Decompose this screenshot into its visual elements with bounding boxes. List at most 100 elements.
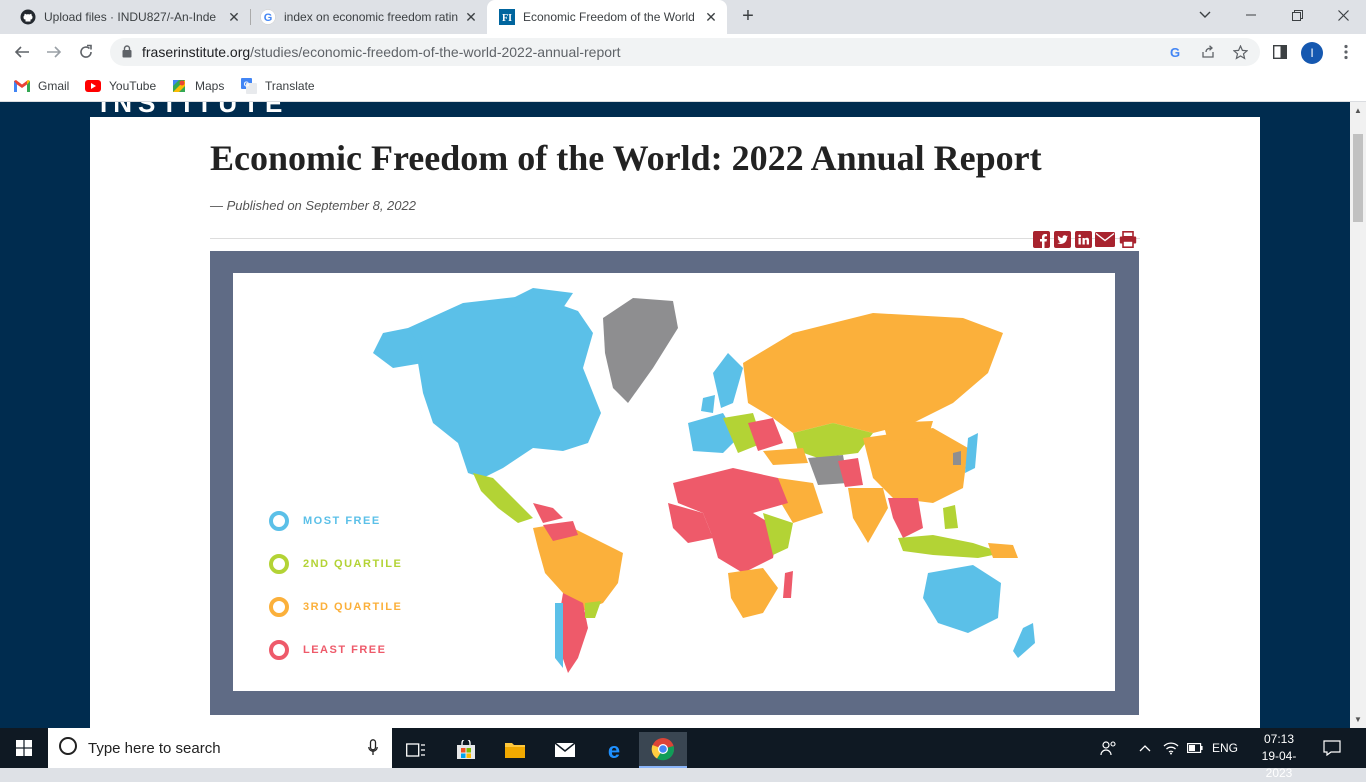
more-menu-icon[interactable] [1336,42,1356,62]
bookmark-maps[interactable]: Maps [171,76,224,96]
microphone-icon[interactable] [368,739,378,761]
edge-icon[interactable]: e [590,732,638,768]
notification-center-icon[interactable] [1323,728,1341,768]
url-path: /studies/economic-freedom-of-the-world-2… [250,44,621,60]
bookmark-label: Gmail [38,79,70,93]
map-region-southeast-asia [888,498,923,538]
svg-text:e: e [608,739,620,761]
map-region-japan [965,433,978,473]
email-icon[interactable] [1095,230,1115,248]
map-region-caribbean [533,503,563,523]
people-icon[interactable] [1100,728,1118,768]
new-tab-button[interactable]: + [742,5,754,27]
map-region-greenland [603,298,678,403]
map-region-australia [923,565,1001,633]
url-text[interactable]: fraserinstitute.org/studies/economic-fre… [142,44,621,60]
side-panel-icon[interactable] [1270,42,1290,62]
tab-google-search[interactable]: G index on economic freedom ratin ✕ [250,0,487,34]
clock-time: 07:13 [1263,732,1295,746]
share-icon[interactable] [1200,44,1216,60]
tab-economic-freedom[interactable]: FI Economic Freedom of the World ✕ [487,0,727,34]
map-region-eastern-europe [748,418,783,451]
battery-icon[interactable] [1187,728,1203,768]
map-region-south-america-north [533,523,623,613]
taskbar-search-box[interactable]: Type here to search [48,728,392,768]
map-region-east-africa [763,513,793,555]
map-region-canada-islands [503,288,573,313]
map-region-turkey [763,448,808,465]
close-icon[interactable]: ✕ [465,9,477,25]
tab-separator [250,9,251,25]
close-icon[interactable]: ✕ [228,9,240,25]
close-window-icon[interactable] [1320,0,1366,30]
web-page: INSTITUTE Economic Freedom of the World:… [0,102,1350,728]
map-region-indonesia [898,535,1003,558]
map-region-mongolia [883,421,933,441]
file-explorer-icon[interactable] [491,732,539,768]
profile-avatar[interactable]: I [1301,42,1323,64]
bookmarks-bar: Gmail YouTube Maps G Translate [0,70,1366,102]
map-region-uk [701,395,715,413]
world-map[interactable]: MOST FREE 2ND QUARTILE 3RD QUARTILE LEAS… [233,273,1115,691]
legend-label: MOST FREE [303,515,381,527]
legend-label: 3RD QUARTILE [303,601,403,613]
clock-date: 19-04-2023 [1261,749,1297,780]
bookmark-gmail[interactable]: Gmail [14,76,69,96]
map-region-argentina [558,593,588,673]
mail-icon[interactable] [541,732,589,768]
published-date: — Published on September 8, 2022 [210,198,416,213]
show-hidden-icons-chevron-icon[interactable] [1139,728,1151,768]
language-indicator[interactable]: ENG [1212,741,1239,755]
browser-toolbar: fraserinstitute.org/studies/economic-fre… [0,34,1366,70]
bookmark-youtube[interactable]: YouTube [85,76,156,96]
tab-upload-files[interactable]: Upload files · INDU827/-An-Inde ✕ [0,0,250,34]
site-header-logo-fragment[interactable]: INSTITUTE [100,102,289,118]
bookmark-label: YouTube [109,79,157,93]
chrome-icon[interactable] [639,732,687,768]
map-region-north-africa [673,468,788,513]
wifi-icon[interactable] [1163,728,1179,768]
close-icon[interactable]: ✕ [705,9,717,25]
twitter-icon[interactable] [1053,230,1071,248]
map-region-pakistan [838,458,863,487]
scroll-thumb[interactable] [1353,134,1363,222]
print-icon[interactable] [1119,230,1137,248]
translate-icon: G [241,78,257,94]
legend-item-2nd-quartile: 2ND QUARTILE [269,554,402,574]
tab-search-chevron-icon[interactable] [1182,0,1228,30]
scroll-down-arrow-icon[interactable]: ▼ [1354,715,1362,724]
forward-icon[interactable] [40,38,68,66]
bookmark-translate[interactable]: G Translate [241,76,315,96]
tab-strip: Upload files · INDU827/-An-Inde ✕ G inde… [0,0,1366,34]
map-region-russia [743,313,1003,433]
google-lens-icon[interactable]: G [1167,44,1183,60]
economic-freedom-world-map [373,288,1035,673]
scroll-up-arrow-icon[interactable]: ▲ [1354,106,1362,115]
bookmark-star-icon[interactable] [1232,44,1248,60]
minimize-icon[interactable] [1228,0,1274,30]
legend-ring [269,511,289,531]
svg-text:FI: FI [502,13,512,24]
restore-icon[interactable] [1274,0,1320,30]
map-region-north-america [403,295,601,478]
map-region-korea [953,451,961,465]
map-region-kazakhstan [793,423,873,458]
microsoft-store-icon[interactable] [442,732,490,768]
address-bar[interactable]: fraserinstitute.org/studies/economic-fre… [110,38,1260,66]
windows-start-icon[interactable] [0,728,48,768]
linkedin-icon[interactable] [1074,230,1092,248]
task-view-icon[interactable] [392,732,440,768]
legend-item-3rd-quartile: 3RD QUARTILE [269,597,402,617]
facebook-icon[interactable] [1032,230,1050,248]
reload-icon[interactable] [72,38,100,66]
svg-text:G: G [244,82,250,89]
search-placeholder: Type here to search [88,739,221,757]
page-scrollbar[interactable]: ▲ ▼ [1350,102,1366,728]
search-icon [58,736,78,761]
lock-icon[interactable] [122,45,132,63]
system-clock[interactable]: 07:13 19-04-2023 [1250,731,1308,782]
legend-ring [269,597,289,617]
youtube-icon [85,78,101,94]
url-domain: fraserinstitute.org [142,44,251,60]
back-icon[interactable] [8,38,36,66]
